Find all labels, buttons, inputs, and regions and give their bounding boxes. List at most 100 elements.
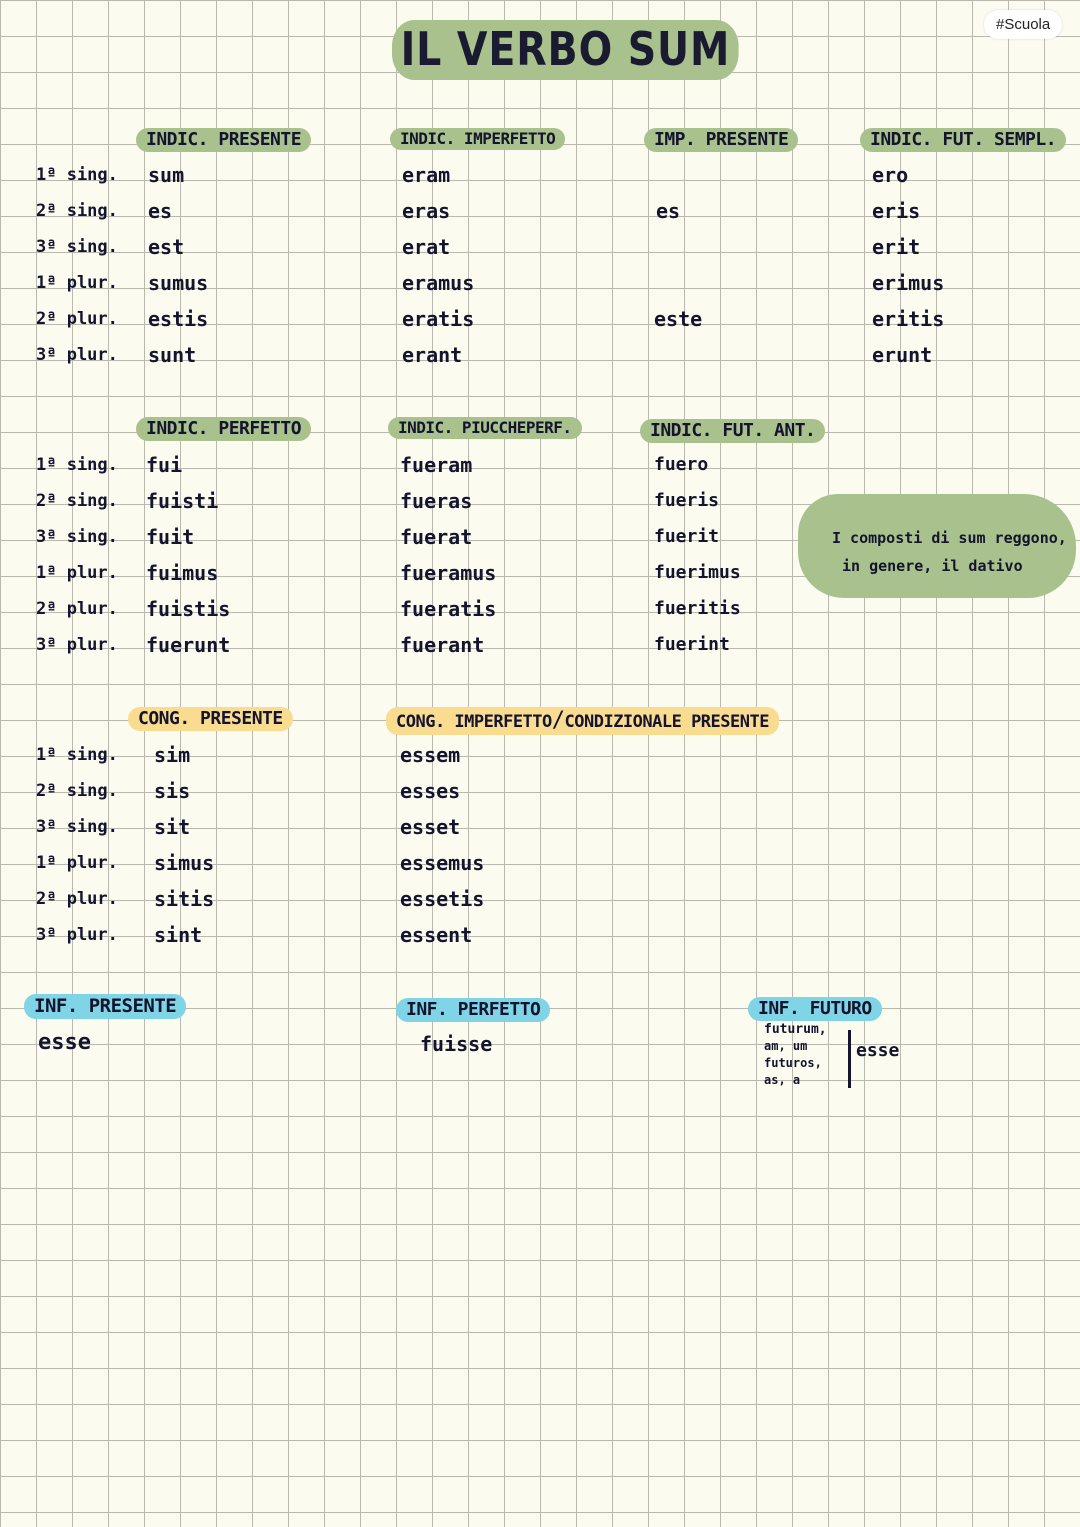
form-line: am, um xyxy=(764,1039,808,1053)
forms-indic-perfetto: fui fuisti fuit fuimus fuistis fuerunt xyxy=(146,447,230,663)
person-label: 2ª plur. xyxy=(36,599,118,619)
form-cell: fuistis xyxy=(146,597,231,621)
form-cell: fuisse xyxy=(420,1032,493,1056)
header-indic-fut-sempl: INDIC. FUT. SEMPL. xyxy=(860,128,1067,152)
inf-futuro-forms: futurum, am, um futuros, as, a xyxy=(764,1021,827,1089)
form-cell: fuit xyxy=(146,525,195,549)
form-cell: erant xyxy=(402,343,463,367)
forms-indic-fut-ant: fuero fueris fuerit fuerimus fueritis fu… xyxy=(654,447,741,663)
form-cell: eramus xyxy=(402,271,475,295)
header-imp-presente: IMP. PRESENTE xyxy=(644,128,799,152)
person-label: 3ª plur. xyxy=(36,635,118,655)
form-cell: simus xyxy=(154,851,215,875)
forms-imp-presente-2: este xyxy=(654,301,702,337)
form-cell: eritis xyxy=(872,307,945,331)
person-label: 1ª plur. xyxy=(36,853,118,873)
form-cell: esse xyxy=(856,1040,900,1061)
form-cell: fuerimus xyxy=(654,562,741,583)
form-cell: erunt xyxy=(872,343,933,367)
person-label: 2ª plur. xyxy=(36,889,118,909)
forms-indic-piuccheperf: fueram fueras fuerat fueramus fueratis f… xyxy=(400,447,496,663)
note-bubble xyxy=(798,494,1076,598)
form-cell: fuimus xyxy=(146,561,219,585)
form-cell: fuerint xyxy=(654,634,730,655)
person-label: 2ª sing. xyxy=(36,781,118,801)
form-cell: erit xyxy=(872,235,921,259)
form-cell: esse xyxy=(38,1030,91,1055)
person-labels-3: 1ª sing. 2ª sing. 3ª sing. 1ª plur. 2ª p… xyxy=(36,737,118,953)
header-inf-futuro: INF. FUTURO xyxy=(748,997,882,1021)
header-separator: / xyxy=(551,708,565,733)
header-indic-piuccheperf: INDIC. PIUCCHEPERF. xyxy=(388,417,582,439)
header-indic-presente: INDIC. PRESENTE xyxy=(136,128,312,152)
person-label: 2ª sing. xyxy=(36,201,118,221)
form-cell: fuerat xyxy=(400,525,473,549)
form-cell: ero xyxy=(872,163,909,187)
person-label: 3ª plur. xyxy=(36,345,118,365)
form-cell: eras xyxy=(402,199,451,223)
form-cell: erimus xyxy=(872,271,945,295)
forms-indic-presente: sum es est sumus estis sunt xyxy=(148,157,208,373)
form-cell: erat xyxy=(402,235,451,259)
form-line: futurum, xyxy=(764,1022,827,1037)
tag-badge[interactable]: #Scuola xyxy=(984,10,1063,39)
divider-bar xyxy=(848,1030,851,1088)
person-label: 3ª plur. xyxy=(36,925,118,945)
form-cell: fuerit xyxy=(654,526,720,547)
person-label: 1ª plur. xyxy=(36,563,118,583)
note-line: in genere, il dativo xyxy=(842,557,1023,575)
form-cell: essent xyxy=(400,923,473,947)
person-labels-1: 1ª sing. 2ª sing. 3ª sing. 1ª plur. 2ª p… xyxy=(36,157,118,373)
form-cell: estis xyxy=(148,307,209,331)
form-cell: es xyxy=(656,199,681,223)
person-label: 1ª sing. xyxy=(36,165,118,185)
note-text: I composti di sum reggono, in genere, il… xyxy=(832,524,1067,580)
form-cell: fuerunt xyxy=(146,633,231,657)
form-cell: essemus xyxy=(400,851,485,875)
form-cell: fuero xyxy=(654,454,709,475)
form-cell: sint xyxy=(154,923,203,947)
form-cell: es xyxy=(148,199,173,223)
person-label: 1ª plur. xyxy=(36,273,118,293)
form-cell: sum xyxy=(148,163,185,187)
form-cell: fueratis xyxy=(400,597,497,621)
forms-inf-futuro-alt: esse xyxy=(856,1033,899,1069)
form-cell: fueram xyxy=(400,453,473,477)
header-cong-imperfetto-a: CONG. IMPERFETTO xyxy=(396,712,552,732)
header-condizionale-presente: CONDIZIONALE PRESENTE xyxy=(564,712,770,732)
form-cell: sim xyxy=(154,743,191,767)
form-cell: sis xyxy=(154,779,191,803)
person-label: 3ª sing. xyxy=(36,237,118,257)
header-indic-perfetto: INDIC. PERFETTO xyxy=(136,417,312,441)
forms-indic-imperfetto: eram eras erat eramus eratis erant xyxy=(402,157,474,373)
form-cell: este xyxy=(654,307,703,331)
forms-cong-presente: sim sis sit simus sitis sint xyxy=(154,737,214,953)
form-cell: fueras xyxy=(400,489,473,513)
person-label: 3ª sing. xyxy=(36,817,118,837)
forms-imp-presente-1: es xyxy=(656,193,680,229)
form-cell: sunt xyxy=(148,343,197,367)
person-label: 1ª sing. xyxy=(36,745,118,765)
forms-cong-imperfetto: essem esses esset essemus essetis essent xyxy=(400,737,484,953)
form-cell: fueritis xyxy=(654,598,741,619)
person-label: 2ª plur. xyxy=(36,309,118,329)
form-cell: est xyxy=(148,235,185,259)
form-cell: eratis xyxy=(402,307,475,331)
person-label: 2ª sing. xyxy=(36,491,118,511)
form-cell: sitis xyxy=(154,887,215,911)
header-indic-imperfetto: INDIC. IMPERFETTO xyxy=(390,128,566,150)
form-cell: eris xyxy=(872,199,921,223)
header-cong-imperfetto: CONG. IMPERFETTO/CONDIZIONALE PRESENTE xyxy=(386,707,779,735)
form-cell: fuisti xyxy=(146,489,219,513)
page-title: IL VERBO SUM xyxy=(392,20,739,80)
forms-inf-presente: esse xyxy=(38,1025,91,1061)
form-cell: essem xyxy=(400,743,461,767)
form-cell: eram xyxy=(402,163,451,187)
header-indic-fut-ant: INDIC. FUT. ANT. xyxy=(640,419,826,443)
forms-inf-perfetto: fuisse xyxy=(420,1026,492,1062)
form-cell: fuerant xyxy=(400,633,485,657)
form-cell: sit xyxy=(154,815,191,839)
note-line: I composti di sum reggono, xyxy=(832,529,1067,547)
form-cell: fueramus xyxy=(400,561,497,585)
form-cell: fui xyxy=(146,453,183,477)
